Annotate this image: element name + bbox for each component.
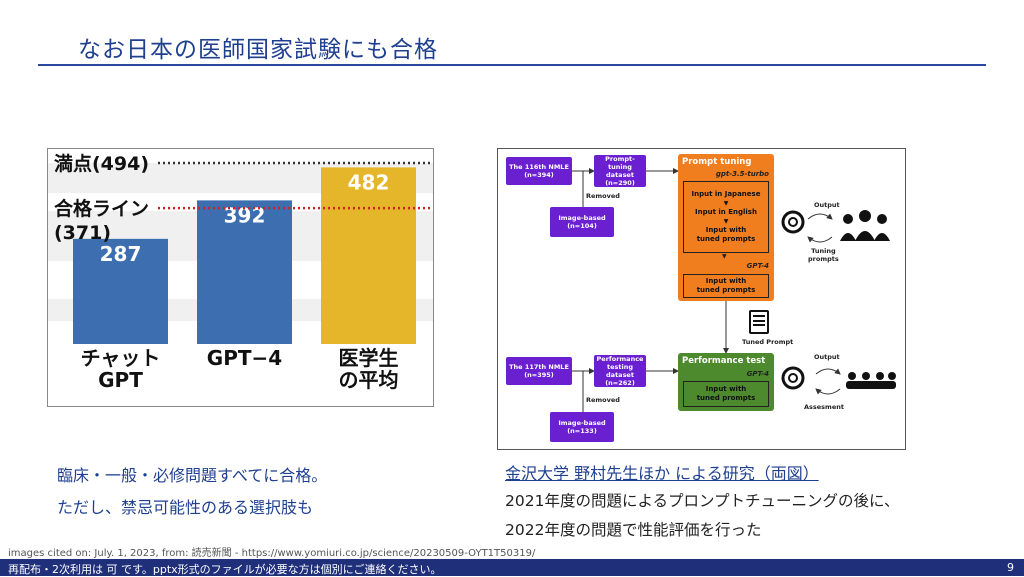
footer-text: 再配布・2次利用は 可 です。pptx形式のファイルが必要な方は個別にご連絡くだ…: [8, 563, 442, 576]
tuning-prompts-line1: Tuning: [811, 247, 836, 255]
step-japanese: Input in Japanese: [691, 190, 761, 198]
step-tuned-2: tuned prompts: [696, 235, 756, 243]
perf-dataset-line1: Performance: [596, 355, 644, 363]
reference-line-label: 合格ライン: [54, 197, 149, 220]
down-arrow-icon: ▼: [722, 253, 727, 260]
footer-bar: 再配布・2次利用は 可 です。pptx形式のファイルが必要な方は個別にご連絡くだ…: [0, 559, 1024, 576]
note-left-line1: 臨床・一般・必修問題すべてに合格。: [57, 466, 328, 485]
model-gpt4-a: GPT-4: [746, 262, 769, 270]
nmle116-line1: The 116th NMLE: [509, 163, 569, 171]
note-right-line2: 2021年度の問題によるプロンプトチューニングの後に、: [505, 492, 900, 510]
perf-dataset-line3: (n=262): [605, 379, 635, 387]
perf-input-line1: Input with: [705, 385, 747, 393]
nmle117-box: The 117th NMLE (n=395): [506, 357, 572, 385]
tuned-input-line2: tuned prompts: [696, 286, 756, 294]
score-chart: 287 392 482 満点(494) 合格ライン (371) チャット GPT GPT−4 医…: [47, 148, 434, 407]
prompt-tuning-title: Prompt tuning: [682, 157, 752, 167]
bar-value-label: 482: [348, 170, 390, 194]
prompt-dataset-line3: (n=290): [605, 179, 635, 187]
prompt-tuning-panel: Prompt tuning gpt-3.5-turbo Input in Jap…: [678, 154, 774, 301]
category-label: チャット GPT: [80, 346, 161, 392]
removed-label-2: Removed: [586, 396, 620, 404]
bar: [197, 200, 292, 344]
nmle117-line2: (n=395): [524, 371, 554, 379]
page-number: 9: [1007, 561, 1014, 574]
down-arrow-icon: ▼: [723, 218, 729, 225]
note-right-line3: 2022年度の問題で性能評価を行った: [505, 521, 762, 539]
perf-dataset-line2: testing dataset: [606, 363, 634, 379]
reference-line-label: 満点(494): [54, 153, 149, 175]
bar: [321, 167, 416, 344]
tuning-prompts-line2: prompts: [808, 255, 839, 263]
study-link[interactable]: 金沢大学 野村先生ほか による研究（両図）: [505, 464, 819, 483]
model-gpt4-b: GPT-4: [746, 370, 769, 378]
slide-title: なお日本の医師国家試験にも合格: [78, 37, 438, 63]
image-based-box-2: Image-based (n=133): [550, 412, 614, 442]
perf-input-line2: tuned prompts: [696, 394, 756, 402]
tuning-steps-box: Input in Japanese ▼ Input in English ▼ I…: [683, 181, 769, 253]
tuned-prompt-label: Tuned Prompt: [742, 338, 794, 346]
image-based-2-line2: (n=133): [567, 427, 597, 435]
assessment-label: Assesment: [804, 403, 844, 411]
tuned-input-line1: Input with: [705, 277, 747, 285]
image-based-1-line2: (n=104): [567, 222, 597, 230]
prompt-dataset-line2: dataset: [606, 171, 634, 179]
step-english: Input in English: [695, 208, 757, 216]
assessor-group-icon: [844, 370, 898, 390]
flow-diagram: The 116th NMLE (n=394) Prompt-tuning datas…: [497, 148, 906, 450]
output-label-1: Output: [814, 201, 840, 209]
perf-input-box: Input with tuned prompts: [683, 381, 769, 407]
document-icon: [749, 310, 769, 334]
bar: [73, 238, 168, 344]
note-left-line2: ただし、禁忌可能性のある選択肢も: [57, 498, 314, 517]
category-label: GPT−4: [206, 346, 283, 370]
title-rule: [38, 64, 986, 66]
model-gpt35: gpt-3.5-turbo: [715, 170, 769, 178]
category-label: 医学生 の平均: [338, 346, 399, 392]
removed-label-1: Removed: [586, 192, 620, 200]
down-arrow-icon: ▼: [723, 200, 729, 207]
prompt-dataset-box: Prompt-tuning dataset (n=290): [594, 155, 646, 187]
output-label-2: Output: [814, 353, 840, 361]
openai-logo-icon: [780, 365, 806, 391]
nmle116-box: The 116th NMLE (n=394): [506, 157, 572, 185]
tuning-prompts-label: Tuning prompts: [808, 247, 839, 263]
openai-logo-icon: [780, 209, 806, 235]
nmle116-line2: (n=394): [524, 171, 554, 179]
prompt-dataset-line1: Prompt-tuning: [605, 155, 635, 171]
step-tuned-1: Input with: [705, 226, 747, 234]
image-based-1-line1: Image-based: [558, 214, 606, 222]
bar-value-label: 287: [100, 242, 142, 266]
image-based-2-line1: Image-based: [558, 419, 606, 427]
tuned-input-box: Input with tuned prompts: [683, 274, 769, 298]
image-citation: images cited on: July. 1, 2023, from: 読売…: [8, 548, 536, 559]
nmle117-line1: The 117th NMLE: [509, 363, 569, 371]
reference-line-label: (371): [54, 222, 111, 244]
performance-test-panel: Performance test GPT-4 Input with tuned …: [678, 353, 774, 411]
perf-test-title: Performance test: [682, 356, 766, 366]
people-group-icon: [836, 209, 894, 243]
image-based-box-1: Image-based (n=104): [550, 207, 614, 237]
perf-dataset-box: Performance testing dataset (n=262): [594, 355, 646, 387]
